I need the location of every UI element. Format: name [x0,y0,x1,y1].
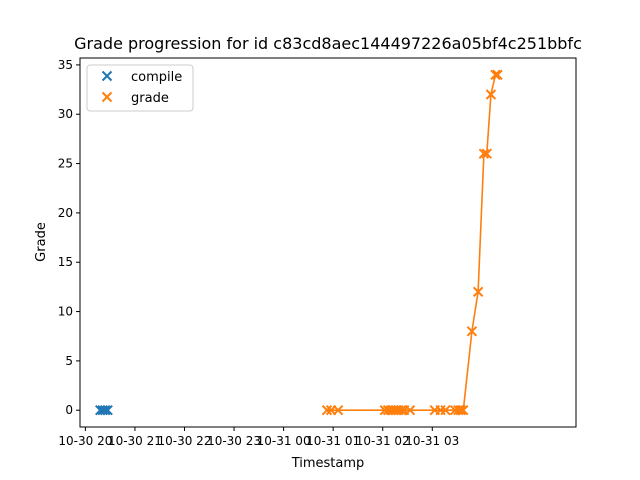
x-tick-label: 10-31 03 [405,434,459,448]
x-tick-label: 10-30 23 [207,434,261,448]
chart-title: Grade progression for id c83cd8aec144497… [74,34,582,53]
legend-marker-compile [101,70,113,82]
grade-point [466,326,478,337]
compile-point [99,405,111,416]
y-tick-label: 5 [65,354,73,368]
y-tick-label: 25 [58,157,73,171]
legend-box [86,64,194,112]
grade-point [490,69,501,80]
x-axis-label: Timestamp [291,456,365,471]
legend: compile grade [86,64,194,112]
x-tick-label: 10-30 21 [108,434,162,448]
grade-point [440,405,451,416]
grade-point [455,405,466,416]
grade-point [478,148,490,159]
legend-label-grade: grade [131,91,169,106]
compile-point [102,405,113,416]
x-tick-label: 10-30 20 [58,434,112,448]
x-tick-label: 10-31 00 [257,434,311,448]
grade-point [472,286,484,298]
x-tick-label: 10-31 02 [356,434,410,448]
y-tick-label: 30 [58,107,73,121]
y-tick-label: 15 [58,255,73,269]
y-tick-label: 20 [58,206,73,220]
y-axis-label: Grade [34,222,49,262]
legend-label-compile: compile [131,70,182,85]
grade-point [396,405,407,416]
grade-point [404,405,416,416]
grade-point [321,405,333,416]
grade-point [492,69,503,80]
grade-point [485,89,497,100]
y-axis: 0 5 10 15 20 25 30 35 [58,58,80,417]
x-tick-label: 10-30 22 [158,434,212,448]
y-tick-label: 0 [65,403,73,417]
legend-marker-grade [101,91,113,103]
grade-point [332,405,344,416]
grade-point [481,148,493,159]
x-tick-label: 10-31 01 [306,434,360,448]
plot-area [95,69,503,416]
grade-point [458,405,469,416]
y-tick-label: 10 [58,305,73,319]
axes-frame [79,57,577,428]
y-tick-label: 35 [58,58,73,72]
